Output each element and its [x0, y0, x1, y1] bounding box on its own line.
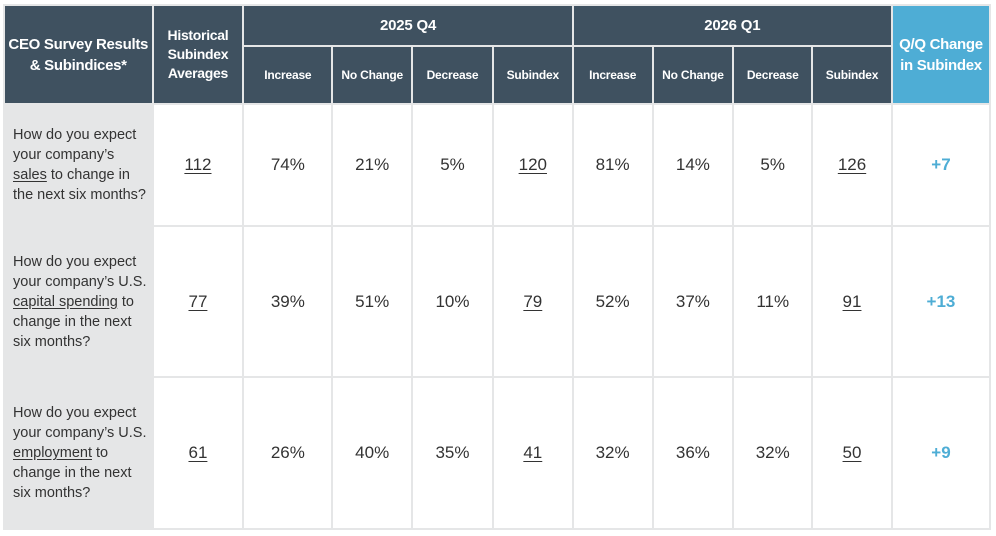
q1-subindex-cell: 50: [813, 378, 891, 528]
q1-decrease-cell: 32%: [734, 378, 812, 528]
q1-increase-cell: 81%: [573, 105, 652, 225]
question-text: How do you expect your company’s U.S.: [13, 253, 147, 290]
q1-increase-cell: 52%: [573, 226, 652, 377]
ceo-survey-table: CEO Survey Results & Subindices* Histori…: [3, 4, 991, 530]
question-text: How do you expect your company’s: [13, 126, 137, 163]
subheader-subindex: Subindex: [493, 47, 572, 103]
qq-change-cell: +9: [892, 378, 989, 528]
question-keyword: sales: [13, 166, 47, 183]
question-sales: How do you expect your company’s sales t…: [5, 105, 152, 225]
ceo-survey-table-container: CEO Survey Results & Subindices* Histori…: [3, 4, 991, 530]
historical-average-cell: 77: [153, 226, 243, 377]
subheader-increase: Increase: [573, 47, 652, 103]
historical-average-cell: 112: [153, 105, 243, 225]
q1-increase-cell: 32%: [573, 378, 652, 528]
subheader-increase: Increase: [244, 47, 332, 103]
q4-decrease-cell: 35%: [413, 378, 492, 528]
q1-no-change-cell: 14%: [653, 105, 733, 225]
question-text: How do you expect your company’s U.S.: [13, 405, 147, 442]
question-text: to change in the next six months?: [13, 445, 132, 502]
question-keyword: employment: [13, 445, 92, 462]
subheader-subindex: Subindex: [813, 47, 891, 103]
subheader-decrease: Decrease: [734, 47, 812, 103]
header-qq-change: Q/Q Change in Subindex: [892, 6, 989, 103]
header-period-2026-q1: 2026 Q1: [573, 6, 891, 45]
q4-no-change-cell: 21%: [333, 105, 412, 225]
table-row-capital-spending: How do you expect your company’s U.S. ca…: [5, 226, 989, 377]
table-row-employment: How do you expect your company’s U.S. em…: [5, 378, 989, 528]
q4-increase-cell: 26%: [244, 378, 332, 528]
table-row-sales: How do you expect your company’s sales t…: [5, 105, 989, 225]
q1-decrease-cell: 5%: [734, 105, 812, 225]
qq-change-cell: +7: [892, 105, 989, 225]
historical-average-cell: 61: [153, 378, 243, 528]
q1-subindex-cell: 126: [813, 105, 891, 225]
q1-no-change-cell: 36%: [653, 378, 733, 528]
question-employment: How do you expect your company’s U.S. em…: [5, 378, 152, 528]
q4-increase-cell: 39%: [244, 226, 332, 377]
q4-decrease-cell: 10%: [413, 226, 492, 377]
subheader-no-change: No Change: [653, 47, 733, 103]
subheader-decrease: Decrease: [413, 47, 492, 103]
q4-no-change-cell: 51%: [333, 226, 412, 377]
q4-subindex-cell: 120: [493, 105, 572, 225]
q4-subindex-cell: 79: [493, 226, 572, 377]
qq-change-cell: +13: [892, 226, 989, 377]
q4-decrease-cell: 5%: [413, 105, 492, 225]
q4-increase-cell: 74%: [244, 105, 332, 225]
subheader-no-change: No Change: [333, 47, 412, 103]
q1-decrease-cell: 11%: [734, 226, 812, 377]
header-results: CEO Survey Results & Subindices*: [5, 6, 152, 103]
header-period-2025-q4: 2025 Q4: [244, 6, 572, 45]
q1-no-change-cell: 37%: [653, 226, 733, 377]
q4-subindex-cell: 41: [493, 378, 572, 528]
header-historical: Historical Subindex Averages: [153, 6, 243, 103]
q1-subindex-cell: 91: [813, 226, 891, 377]
question-keyword: capital spending: [13, 293, 118, 310]
q4-no-change-cell: 40%: [333, 378, 412, 528]
question-capital-spending: How do you expect your company’s U.S. ca…: [5, 226, 152, 377]
question-text: to change in the next six months?: [13, 293, 134, 350]
question-text: to change in the next six months?: [13, 166, 146, 203]
